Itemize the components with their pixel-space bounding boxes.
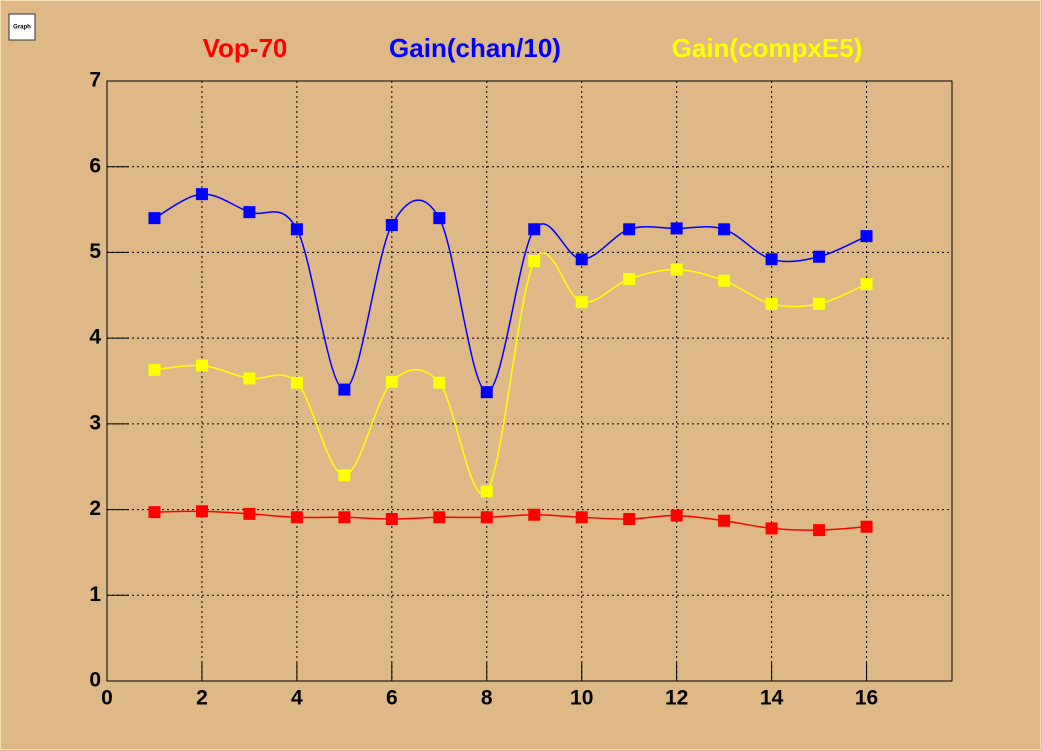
marker — [528, 508, 541, 521]
legend-entry: Vop-70 — [203, 33, 288, 63]
x-tick-label: 10 — [570, 687, 593, 710]
marker — [148, 363, 161, 376]
marker — [860, 520, 873, 533]
marker — [670, 509, 683, 522]
marker — [528, 255, 541, 267]
marker — [718, 274, 731, 287]
marker — [338, 469, 351, 482]
marker — [338, 511, 351, 524]
marker — [338, 383, 351, 396]
y-tick-label: 0 — [89, 669, 101, 692]
marker — [623, 513, 636, 525]
y-tick-label: 6 — [89, 154, 101, 177]
legend-entry: Gain(compxE5) — [672, 33, 863, 63]
x-tick-label: 6 — [386, 687, 398, 710]
marker — [148, 506, 161, 519]
graph-button-label[interactable]: Graph — [13, 25, 31, 31]
marker — [718, 223, 731, 236]
y-tick-label: 3 — [89, 411, 101, 434]
y-tick-label: 1 — [89, 583, 101, 606]
marker — [813, 250, 826, 263]
legend-entry: Gain(chan/10) — [389, 33, 561, 63]
marker — [385, 375, 398, 388]
marker — [813, 524, 826, 537]
marker — [480, 386, 493, 399]
marker — [860, 278, 873, 291]
x-tick-label: 0 — [101, 687, 113, 710]
marker — [385, 513, 398, 525]
marker — [385, 219, 398, 231]
y-tick-label: 5 — [89, 240, 101, 263]
marker — [623, 223, 636, 236]
x-tick-label: 16 — [855, 687, 878, 710]
marker — [195, 359, 208, 372]
marker — [195, 505, 208, 518]
marker — [243, 507, 256, 520]
x-tick-label: 14 — [760, 687, 784, 710]
y-tick-label: 7 — [89, 69, 101, 92]
marker — [575, 511, 588, 524]
x-tick-label: 2 — [196, 687, 208, 710]
marker — [813, 297, 826, 310]
marker — [860, 230, 873, 243]
marker — [575, 253, 588, 266]
marker — [243, 206, 256, 219]
marker — [433, 376, 446, 389]
marker — [290, 376, 303, 389]
series-line — [154, 510, 867, 531]
plot-frame — [106, 80, 953, 682]
graph-button[interactable] — [8, 13, 36, 41]
marker — [148, 212, 161, 225]
y-tick-label: 4 — [89, 326, 101, 349]
marker — [670, 263, 683, 276]
marker — [718, 514, 731, 527]
marker — [480, 485, 493, 498]
marker — [528, 223, 541, 236]
marker — [480, 511, 493, 524]
marker — [433, 511, 446, 524]
marker — [243, 372, 256, 385]
marker — [290, 511, 303, 524]
plot-border — [106, 80, 953, 682]
x-tick-label: 4 — [291, 687, 303, 710]
x-tick-label: 8 — [481, 687, 493, 710]
marker — [433, 212, 446, 225]
marker — [290, 223, 303, 236]
marker — [670, 222, 683, 235]
marker — [623, 273, 636, 285]
x-tick-label: 12 — [665, 687, 688, 710]
marker — [195, 188, 208, 201]
y-tick-label: 2 — [89, 497, 101, 520]
marker — [765, 522, 778, 535]
marker — [575, 296, 588, 309]
marker — [765, 297, 778, 310]
marker — [765, 253, 778, 266]
